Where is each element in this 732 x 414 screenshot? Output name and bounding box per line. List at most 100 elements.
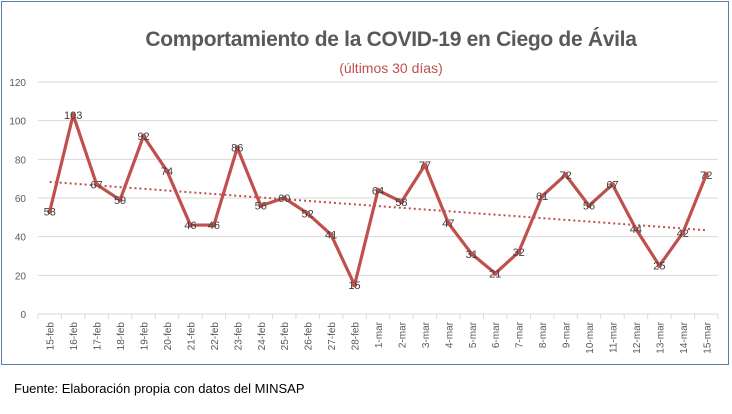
data-label: 52 [302,208,314,220]
x-tick-label: 15-feb [46,322,57,351]
x-tick-label: 11-mar [608,321,619,353]
data-point [352,282,358,288]
data-point [539,193,545,199]
data-point [703,172,709,178]
data-point [94,181,100,187]
data-label: 53 [44,207,56,219]
y-axis-ticks: 0 20 40 60 80 100 120 [9,78,26,321]
x-tick-label: 18-feb [116,322,127,351]
data-label: 67 [606,179,618,191]
chart-subtitle: (últimos 30 días) [339,60,443,76]
data-label: 59 [114,195,126,207]
y-tick-label: 0 [20,310,26,321]
data-label: 72 [700,170,712,182]
data-label: 103 [64,110,82,122]
x-tick-label: 2-mar [397,321,408,348]
y-tick-label: 20 [15,271,27,282]
data-point [586,203,592,209]
y-tick-label: 40 [15,233,27,244]
data-label: 72 [559,170,571,182]
data-label: 41 [325,230,337,242]
x-tick-label: 21-feb [186,322,197,351]
x-tick-label: 6-mar [491,321,502,348]
x-tick-label: 3-mar [421,321,432,348]
y-tick-label: 120 [9,78,26,89]
x-tick-label: 12-mar [632,321,643,353]
x-tick-label: 7-mar [515,321,526,348]
data-label: 46 [208,220,220,232]
data-label: 42 [677,228,689,240]
x-tick-label: 15-mar [702,321,713,353]
data-label: 56 [255,201,267,213]
data-label: 77 [419,160,431,172]
data-label: 46 [184,220,196,232]
chart-frame [1,1,729,365]
x-tick-label: 27-feb [327,322,338,351]
data-point [492,270,498,276]
source-note: Fuente: Elaboración propia con datos del… [14,381,305,396]
data-label: 61 [536,191,548,203]
x-tick-label: 24-feb [257,322,268,351]
data-label: 21 [489,268,501,280]
data-point [445,220,451,226]
data-label: 92 [137,131,149,143]
x-tick-label: 17-feb [93,322,104,351]
data-point [469,251,475,257]
data-point [422,162,428,168]
data-label: 56 [583,201,595,213]
data-point [47,209,53,215]
x-tick-label: 4-mar [444,321,455,348]
data-point [563,172,569,178]
data-point [281,195,287,201]
x-tick-label: 8-mar [538,321,549,348]
data-point [328,232,334,238]
data-point [117,197,123,203]
x-tick-label: 28-feb [351,322,362,351]
data-label: 67 [90,179,102,191]
data-point [680,230,686,236]
data-point [70,112,76,118]
data-point [141,133,147,139]
data-point [609,181,615,187]
gridlines [38,81,718,315]
data-label: 60 [278,193,290,205]
data-point [398,199,404,205]
data-point [211,222,217,228]
chart-title: Comportamiento de la COVID-19 en Ciego d… [145,28,637,51]
data-label: 47 [442,218,454,230]
x-tick-label: 16-feb [69,322,80,351]
x-tick-label: 23-feb [233,322,244,351]
data-label: 74 [161,166,173,178]
y-tick-label: 100 [9,117,26,128]
data-point [633,226,639,232]
data-label: 31 [466,249,478,261]
data-point [234,145,240,151]
x-tick-label: 5-mar [468,321,479,348]
x-tick-label: 13-mar [655,321,666,353]
x-tick-label: 26-feb [304,322,315,351]
x-tick-label: 10-mar [585,321,596,353]
x-axis: 15-feb 16-feb 17-feb 18-feb 19-feb 20-feb 21-f… [37,314,719,354]
data-label: 86 [231,143,243,155]
data-point [516,249,522,255]
data-point [305,210,311,216]
x-tick-label: 22-feb [210,322,221,351]
data-label: 58 [395,197,407,209]
data-point [164,168,170,174]
x-tick-label: 25-feb [280,322,291,351]
data-label: 44 [630,224,642,236]
data-labels: 53 103 67 59 92 74 46 46 86 56 60 52 41 15 64 58 77 47 31 2… [44,110,713,292]
data-point [375,187,381,193]
data-label: 25 [653,261,665,273]
y-tick-label: 80 [15,155,27,166]
x-tick-label: 14-mar [679,321,690,353]
line-chart: 0 20 40 60 80 100 120 15-feb 16-feb 17-feb 18-feb… [9,78,719,354]
y-tick-label: 60 [15,194,27,205]
data-label: 15 [348,280,360,292]
data-point [258,203,264,209]
data-point [187,222,193,228]
x-tick-label: 19-feb [140,322,151,351]
data-point [656,263,662,269]
x-tick-label: 9-mar [562,321,573,348]
x-tick-label: 1-mar [374,321,385,348]
